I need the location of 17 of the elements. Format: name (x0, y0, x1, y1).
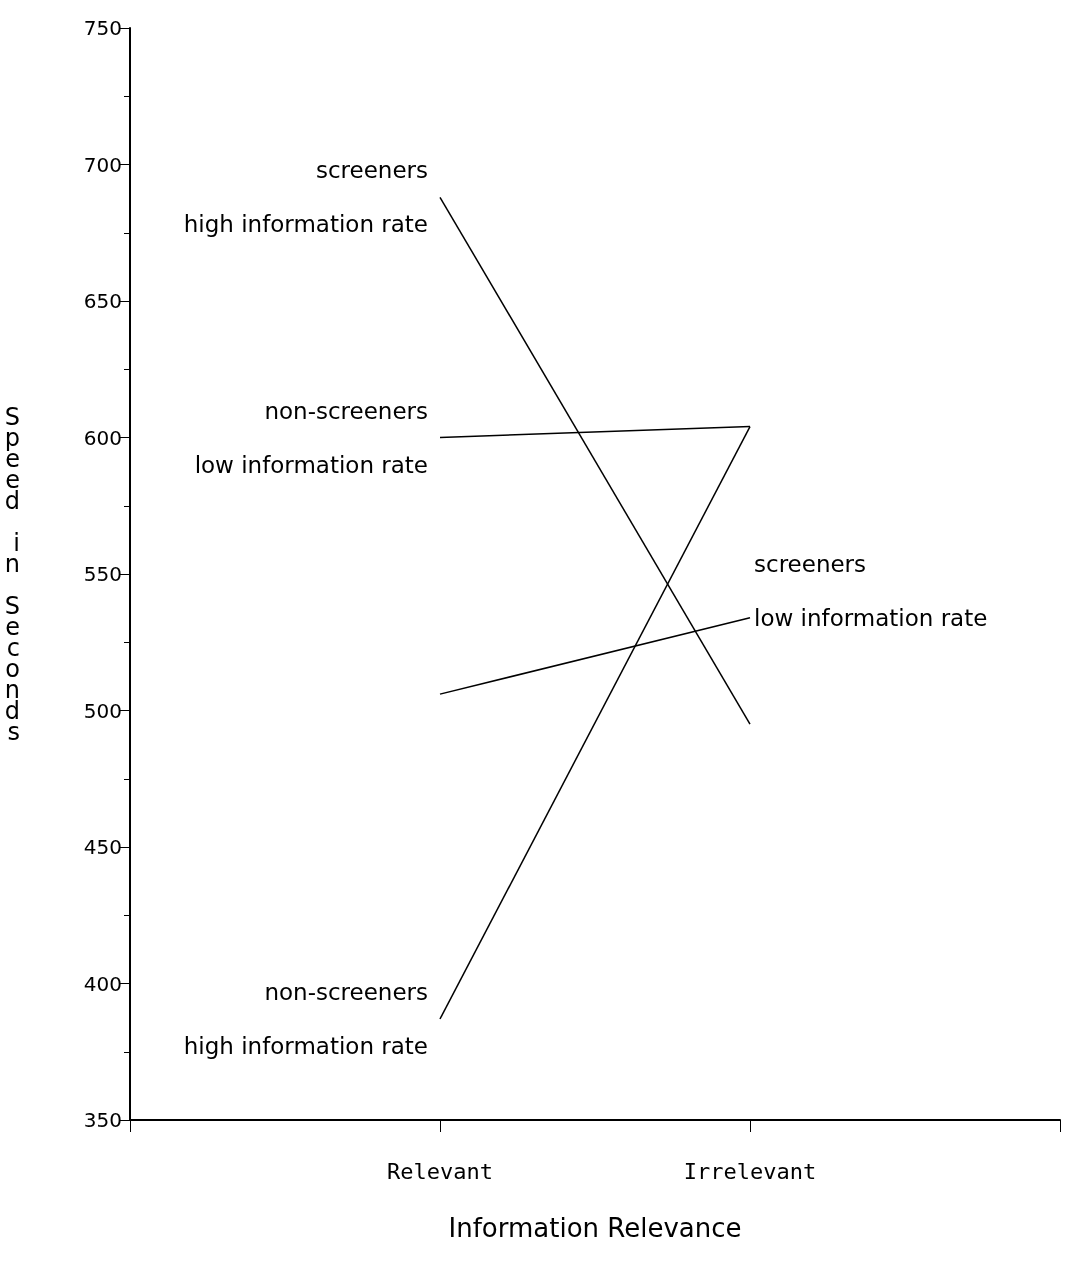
x-axis-title: Information Relevance (448, 1213, 742, 1243)
y-tick-label: 650 (83, 289, 122, 313)
y-tick-label: 750 (83, 16, 122, 40)
x-tick-label: Irrelevant (683, 1158, 817, 1184)
text: non-screeners low information rate (194, 397, 428, 478)
text: Speed in Seconds (4, 402, 20, 746)
y-tick-label: 500 (83, 698, 122, 723)
text: non-screeners high information rate (183, 978, 428, 1059)
y-tick-label: 400 (83, 971, 122, 996)
y-tick-label: 550 (83, 562, 122, 586)
y-tick-label: 350 (83, 1108, 122, 1132)
text: screeners high information rate (183, 157, 428, 238)
y-tick-label: 450 (83, 835, 122, 859)
y-tick-label: 600 (83, 425, 122, 450)
y-tick-label: 700 (83, 152, 122, 177)
x-tick-label: Relevant (387, 1158, 493, 1184)
text: screeners low information rate (754, 550, 988, 631)
